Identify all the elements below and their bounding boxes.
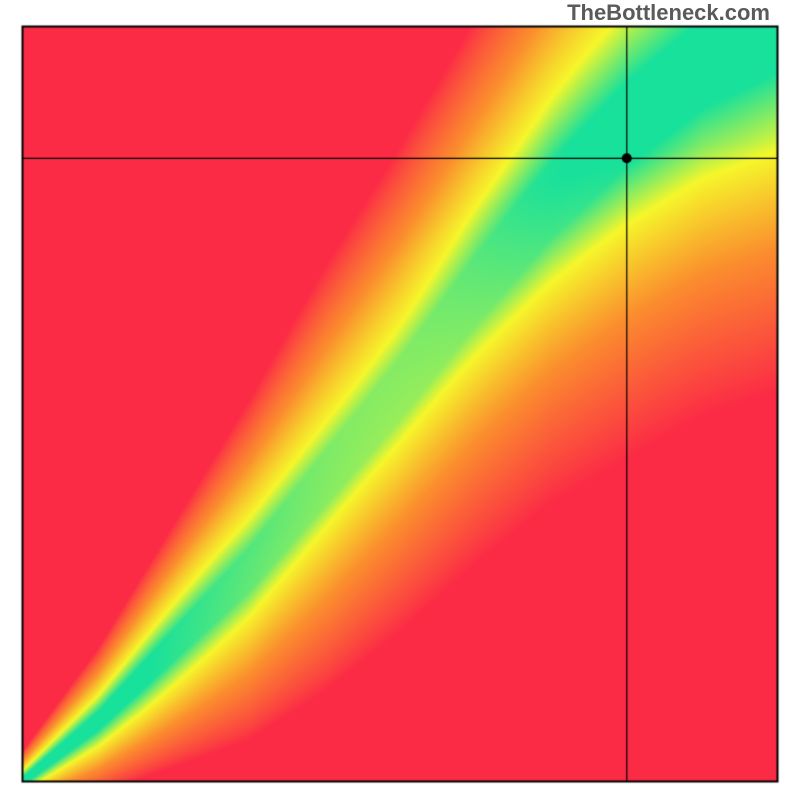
attribution-text: TheBottleneck.com [567,0,770,26]
chart-container: TheBottleneck.com [0,0,800,800]
bottleneck-heatmap [0,0,800,800]
